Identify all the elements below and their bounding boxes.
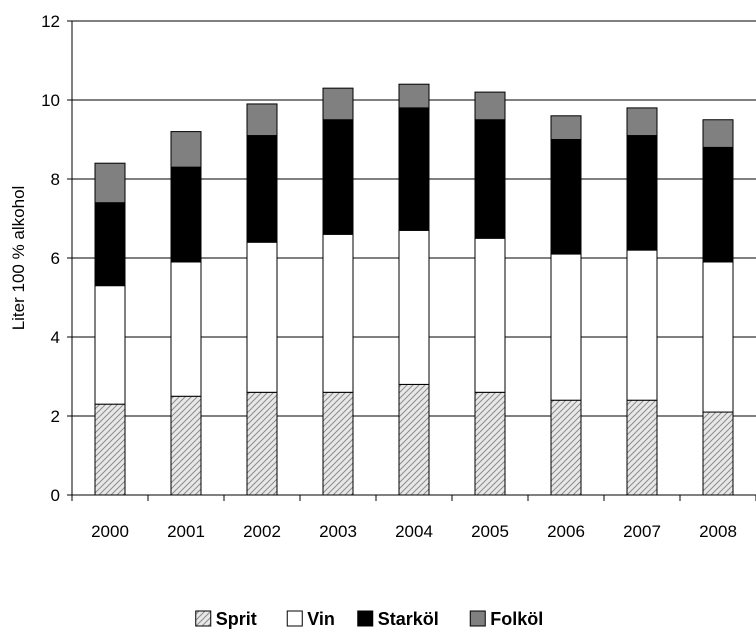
bar-starköl-2000 <box>94 202 126 287</box>
bar-starköl-2008 <box>702 146 734 263</box>
legend-swatch-folköl <box>469 610 486 627</box>
bar-vin-2003 <box>322 233 354 393</box>
bar-vin-2001 <box>170 261 202 397</box>
bar-sprit-2002 <box>246 391 278 496</box>
bar-folköl-2000 <box>94 162 126 204</box>
y-tick-label: 6 <box>51 249 60 268</box>
x-tick-label: 2003 <box>319 522 357 541</box>
bar-starköl-2005 <box>474 119 506 239</box>
bar-folköl-2005 <box>474 91 506 121</box>
y-tick-label: 2 <box>51 407 60 426</box>
axes <box>67 20 756 501</box>
y-axis-label: Liter 100 % alkohol <box>9 186 28 331</box>
bar-folköl-2004 <box>398 83 430 109</box>
y-tick-label: 4 <box>51 328 60 347</box>
bar-sprit-2000 <box>94 403 126 496</box>
legend-label-vin: Vin <box>307 609 335 629</box>
x-tick-label: 2007 <box>623 522 661 541</box>
bar-sprit-2003 <box>322 391 354 496</box>
bar-sprit-2006 <box>550 399 582 496</box>
bar-sprit-2008 <box>702 411 734 496</box>
legend-label-starköl: Starköl <box>378 609 439 629</box>
x-tick-label: 2000 <box>91 522 129 541</box>
legend-swatch-vin <box>286 610 303 627</box>
bar-folköl-2002 <box>246 103 278 137</box>
axis-labels: 0 2 4 6 8 10 12 2000 2001 2002 2003 2004 2005 2006 200… <box>9 12 737 541</box>
x-tick-label: 2005 <box>471 522 509 541</box>
bar-starköl-2007 <box>626 135 658 251</box>
legend-label-folköl: Folköl <box>490 609 543 629</box>
legend: Sprit Vin Starköl Folköl <box>195 609 543 629</box>
bar-starköl-2001 <box>170 166 202 263</box>
bar-vin-2006 <box>550 253 582 401</box>
bar-sprit-2007 <box>626 399 658 496</box>
bar-starköl-2006 <box>550 139 582 255</box>
bar-folköl-2007 <box>626 107 658 137</box>
bar-vin-2008 <box>702 261 734 413</box>
legend-swatch-sprit <box>195 610 212 627</box>
bar-starköl-2004 <box>398 107 430 231</box>
bar-folköl-2003 <box>322 87 354 121</box>
x-tick-label: 2002 <box>243 522 281 541</box>
x-tick-label: 2008 <box>699 522 737 541</box>
bar-vin-2002 <box>246 241 278 393</box>
bar-vin-2005 <box>474 237 506 393</box>
bar-starköl-2003 <box>322 119 354 235</box>
bar-vin-2007 <box>626 249 658 401</box>
legend-label-sprit: Sprit <box>216 609 257 629</box>
bar-sprit-2001 <box>170 395 202 496</box>
y-tick-label: 12 <box>41 12 60 31</box>
bar-folköl-2008 <box>702 119 734 148</box>
y-tick-label: 10 <box>41 91 60 110</box>
bar-folköl-2006 <box>550 115 582 141</box>
bar-vin-2004 <box>398 229 430 385</box>
y-tick-label: 8 <box>51 170 60 189</box>
x-tick-label: 2001 <box>167 522 205 541</box>
bars <box>94 83 734 496</box>
bar-starköl-2002 <box>246 135 278 243</box>
bar-sprit-2004 <box>398 383 430 496</box>
bar-vin-2000 <box>94 285 126 405</box>
bar-sprit-2005 <box>474 391 506 496</box>
bar-folköl-2001 <box>170 131 202 168</box>
x-tick-label: 2006 <box>547 522 585 541</box>
x-tick-label: 2004 <box>395 522 433 541</box>
legend-swatch-starköl <box>357 610 374 627</box>
y-tick-label: 0 <box>51 486 60 505</box>
